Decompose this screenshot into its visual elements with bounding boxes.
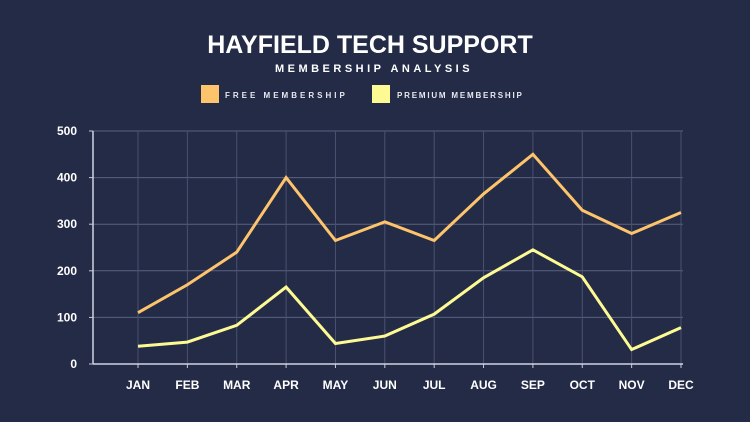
y-tick-label: 300 (57, 217, 77, 231)
legend: FREE MEMBERSHIP PREMIUM MEMBERSHIP (201, 85, 524, 103)
y-tick-label: 200 (57, 264, 77, 278)
series-line-free (137, 152, 682, 315)
x-tick-label: NOV (619, 378, 645, 392)
x-tick-label: MAR (223, 378, 251, 392)
legend-label-free: FREE MEMBERSHIP (225, 91, 348, 100)
series-lines (137, 152, 682, 352)
x-tick-label: MAY (323, 378, 349, 392)
series-line-premium (137, 248, 682, 352)
x-axis: JAN FEB MAR APR MAY JUN JUL AUG SEP OCT NOV DEC (93, 363, 694, 392)
chart-title: HAYFIELD TECH SUPPORT (207, 31, 533, 59)
y-axis: 0 100 200 300 400 500 (57, 124, 94, 371)
y-tick-label: 500 (57, 124, 77, 138)
x-tick-label: FEB (175, 378, 199, 392)
y-tick-label: 0 (70, 357, 77, 371)
legend-swatch-free (201, 85, 219, 103)
x-tick-label: JAN (126, 378, 150, 392)
x-tick-label: JUL (423, 378, 446, 392)
y-tick-label: 400 (57, 171, 77, 185)
x-tick-label: APR (273, 378, 299, 392)
grid (93, 130, 683, 364)
x-tick-label: DEC (668, 378, 694, 392)
x-tick-label: AUG (470, 378, 497, 392)
legend-label-premium: PREMIUM MEMBERSHIP (397, 91, 524, 100)
legend-swatch-premium (372, 85, 390, 103)
x-tick-label: OCT (570, 378, 596, 392)
y-tick-label: 100 (57, 310, 77, 324)
x-tick-label: JUN (373, 378, 397, 392)
chart-subtitle: MEMBERSHIP ANALYSIS (275, 63, 473, 75)
x-tick-label: SEP (521, 378, 545, 392)
